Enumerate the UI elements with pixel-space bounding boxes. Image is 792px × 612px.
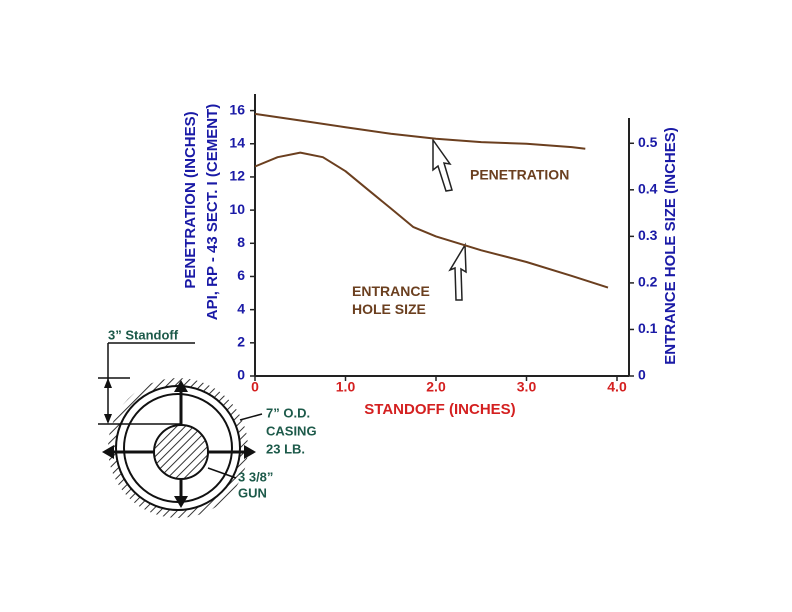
y2-tick-label: 0: [638, 367, 646, 383]
y-tick-label: 14: [229, 134, 245, 150]
x-tick-label: 4.0: [607, 379, 627, 395]
y2-tick-label: 0.3: [638, 227, 658, 243]
annotation: ENTRANCE HOLE SIZE: [352, 283, 430, 317]
x-title: STANDOFF (INCHES): [364, 401, 515, 418]
diagram-label: 23 LB.: [266, 441, 305, 456]
x-tick-label: 2.0: [426, 379, 446, 395]
y2-tick-label: 0.5: [638, 134, 658, 150]
annotation: PENETRATION: [470, 167, 569, 183]
x-tick-label: 0: [251, 379, 259, 395]
diagram-label: CASING: [266, 423, 317, 438]
y-tick-label: 4: [237, 300, 245, 316]
y2-tick-label: 0.2: [638, 274, 658, 290]
diagram-label: 7” O.D.: [266, 405, 310, 420]
y2-title: ENTRANCE HOLE SIZE (INCHES): [662, 127, 679, 365]
y2-tick-label: 0.1: [638, 320, 658, 336]
diagram-label: GUN: [238, 485, 267, 500]
y-title: API, RP - 43 SECT. I (CEMENT): [204, 104, 221, 320]
diagram: [98, 342, 263, 518]
y-tick-label: 10: [229, 201, 245, 217]
x-tick-label: 3.0: [517, 379, 537, 395]
series-line: [254, 112, 586, 150]
y-tick-label: 12: [229, 168, 245, 184]
y-tick-label: 16: [229, 101, 245, 117]
y2-tick-label: 0.4: [638, 181, 658, 197]
diagram-label: 3 3/8”: [238, 469, 273, 484]
diagram-label: 3” Standoff: [108, 327, 179, 342]
series-line: [254, 151, 609, 289]
x-tick-label: 1.0: [336, 379, 356, 395]
y-tick-label: 2: [237, 334, 245, 350]
y-title: PENETRATION (INCHES): [182, 111, 199, 288]
arrow: [432, 137, 453, 192]
y-tick-label: 6: [237, 267, 245, 283]
y-tick-label: 0: [237, 367, 245, 383]
arrow: [448, 242, 467, 301]
y-tick-label: 8: [237, 234, 245, 250]
